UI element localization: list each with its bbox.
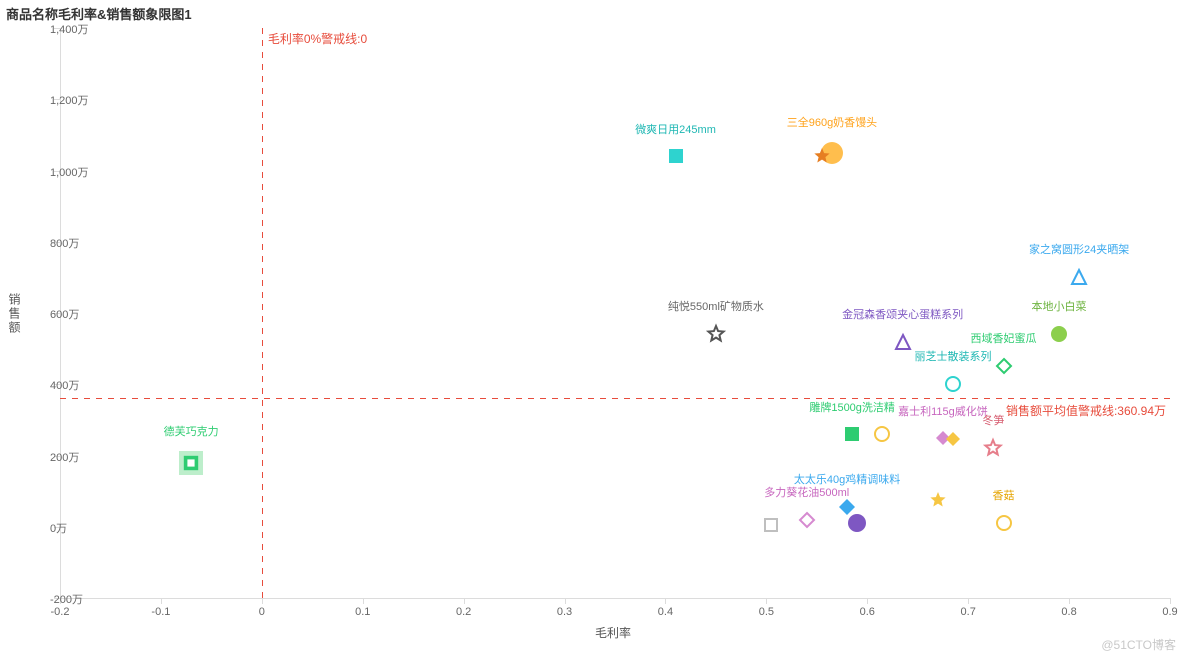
warn-line-vertical (262, 28, 263, 598)
x-tick (968, 598, 969, 604)
x-tick (867, 598, 868, 604)
x-tick-label: 0.9 (1162, 606, 1177, 618)
x-tick-label: 0 (259, 606, 265, 618)
x-axis-title: 毛利率 (595, 624, 631, 641)
data-point[interactable] (985, 440, 1001, 456)
data-point[interactable] (799, 512, 815, 528)
data-point-label: 丽芝士散装系列 (915, 348, 992, 364)
chart-title: 商品名称毛利率&销售额象限图1 (6, 4, 192, 23)
x-tick (565, 598, 566, 604)
data-point[interactable] (179, 451, 203, 475)
data-point-label: 嘉士利115g威化饼 (898, 403, 988, 419)
x-tick (262, 598, 263, 604)
data-point-label: 家之窝圆形24夹晒架 (1029, 241, 1129, 257)
data-point-label: 多力葵花油500ml (764, 484, 849, 500)
data-point-label: 微爽日用245mm (635, 121, 716, 137)
data-point[interactable] (945, 376, 961, 392)
x-tick-label: 0.5 (759, 606, 774, 618)
x-tick-label: 0.7 (961, 606, 976, 618)
data-point[interactable] (874, 426, 890, 442)
x-tick-label: 0.3 (557, 606, 572, 618)
x-tick-label: -0.1 (151, 606, 170, 618)
x-tick (363, 598, 364, 604)
data-point[interactable] (764, 518, 778, 532)
data-point[interactable] (814, 148, 830, 164)
x-tick (1170, 598, 1171, 604)
data-point[interactable] (895, 334, 911, 350)
quadrant-chart: 商品名称毛利率&销售额象限图1 @51CTO博客 -0.2-0.100.10.2… (0, 0, 1184, 657)
x-tick-label: 0.2 (456, 606, 471, 618)
plot-area: -0.2-0.100.10.20.30.40.50.60.70.80.9-200… (60, 28, 1170, 598)
x-axis (60, 598, 1170, 599)
x-tick-label: 0.1 (355, 606, 370, 618)
x-tick-label: -0.2 (51, 606, 70, 618)
data-point[interactable] (848, 514, 866, 532)
data-point-label: 香菇 (993, 487, 1015, 503)
warn-line-horizontal (60, 398, 1170, 399)
data-point-label: 太太乐40g鸡精调味料 (794, 471, 900, 487)
x-tick-label: 0.8 (1061, 606, 1076, 618)
data-point-label: 三全960g奶香馒头 (787, 114, 877, 130)
warn-label-horizontal: 销售额平均值警戒线:360.94万 (1006, 402, 1166, 419)
data-point-label: 金冠森香颂夹心蛋糕系列 (842, 306, 963, 322)
data-point[interactable] (839, 499, 855, 515)
data-point-label: 本地小白菜 (1032, 298, 1087, 314)
data-point[interactable] (669, 149, 683, 163)
warn-label-vertical: 毛利率0%警戒线:0 (268, 30, 367, 47)
x-tick (665, 598, 666, 604)
data-point[interactable] (996, 358, 1012, 374)
data-point[interactable] (845, 427, 859, 441)
data-point[interactable] (1051, 326, 1067, 342)
data-point-label: 冬笋 (982, 412, 1004, 428)
data-point[interactable] (996, 515, 1012, 531)
x-tick (766, 598, 767, 604)
x-tick (1069, 598, 1070, 604)
x-tick (464, 598, 465, 604)
watermark: @51CTO博客 (1101, 636, 1176, 653)
data-point-label: 纯悦550ml矿物质水 (668, 298, 764, 314)
data-point-label: 雕牌1500g洗洁精 (809, 399, 895, 415)
x-tick-label: 0.4 (658, 606, 673, 618)
data-point[interactable] (930, 492, 946, 508)
y-axis-title: 销售额 (6, 293, 23, 335)
data-point-label: 西域香妃蜜瓜 (971, 330, 1037, 346)
x-tick (161, 598, 162, 604)
data-point[interactable] (946, 432, 960, 446)
data-point[interactable] (708, 326, 724, 342)
data-point[interactable] (1071, 269, 1087, 285)
x-tick-label: 0.6 (860, 606, 875, 618)
data-point-label: 德芙巧克力 (164, 423, 219, 439)
